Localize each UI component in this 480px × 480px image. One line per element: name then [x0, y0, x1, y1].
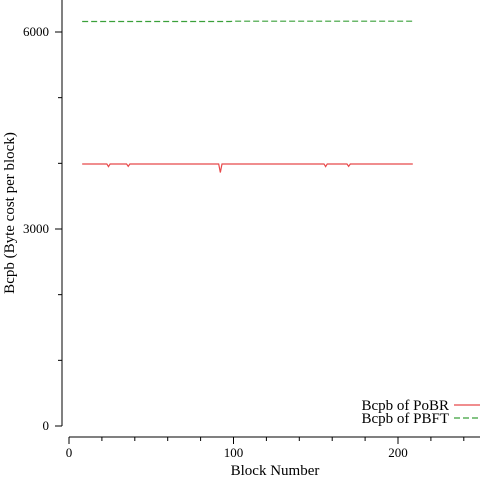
y-tick-label-0: 0 — [43, 418, 50, 433]
axes — [61, 0, 480, 438]
x-ticks: 0 100 200 — [66, 437, 465, 460]
legend-label-0: Bcpb of PoBR — [361, 398, 449, 414]
y-axis-title: Bcpb (Byte cost per block) — [2, 132, 18, 294]
x-axis-title: Block Number — [231, 463, 320, 479]
y-tick-label-6000: 6000 — [23, 24, 49, 39]
series-layer — [82, 20, 413, 173]
y-tick-label-3000: 3000 — [23, 221, 49, 236]
x-tick-label-200: 200 — [388, 445, 408, 460]
series-line-0 — [82, 163, 413, 173]
x-tick-label-100: 100 — [224, 445, 244, 460]
legend-label-1: Bcpb of PBFT — [361, 411, 449, 427]
x-tick-label-0: 0 — [66, 445, 73, 460]
y-ticks: 0 3000 6000 — [23, 24, 62, 433]
